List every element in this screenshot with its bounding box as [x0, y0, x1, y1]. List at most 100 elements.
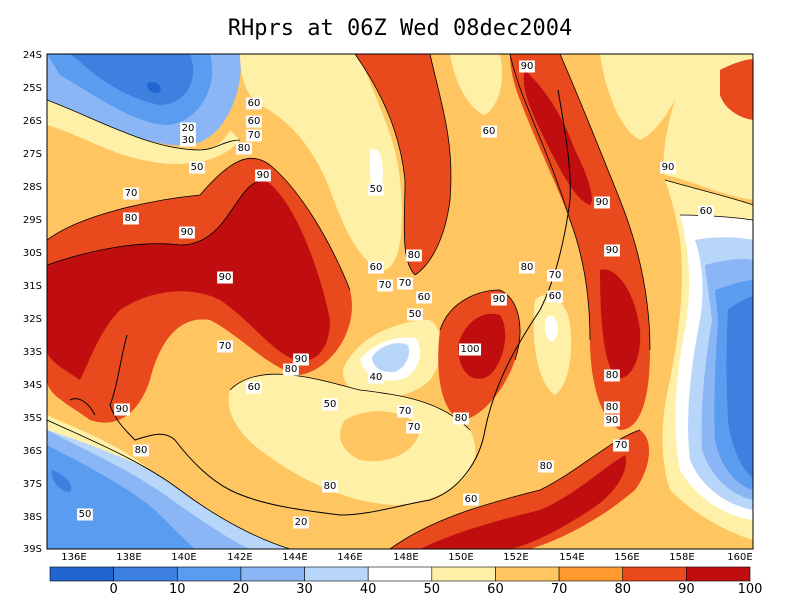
- colorbar-label: 10: [169, 582, 186, 597]
- colorbar-labels: 0 10 20 30 40 50 60 70 80 90 100: [109, 582, 762, 597]
- contour-label: 70: [125, 188, 138, 199]
- contour-label-bg: [246, 381, 262, 394]
- lat-label: 35S: [23, 413, 42, 424]
- lat-label: 27S: [23, 149, 42, 160]
- contour-label: 80: [125, 213, 138, 224]
- lat-label: 30S: [23, 248, 42, 259]
- contour-label-bg: [604, 401, 620, 414]
- contour-value-labels: 20 30 50 60 60 70 80 90 70 80 90 90 50 6…: [77, 60, 714, 529]
- contour-label-bg: [698, 205, 714, 218]
- contour-label: 80: [238, 143, 251, 154]
- map-title: RHprs at 06Z Wed 08dec2004: [227, 16, 573, 41]
- lat-label: 31S: [23, 281, 42, 292]
- contour-label: 90: [116, 404, 129, 415]
- contour-label: 60: [248, 116, 261, 127]
- contour-label-bg: [377, 279, 393, 292]
- contour-label: 70: [379, 280, 392, 291]
- contour-label-bg: [246, 129, 262, 142]
- contour-label: 80: [606, 370, 619, 381]
- contour-label: 40: [370, 372, 383, 383]
- contour-label: 50: [191, 162, 204, 173]
- lat-label: 37S: [23, 479, 42, 490]
- contour-label-bg: [77, 508, 93, 521]
- contour-label: 60: [700, 206, 713, 217]
- lat-label: 26S: [23, 116, 42, 127]
- contour-label-bg: [406, 249, 422, 262]
- contour-label-bg: [217, 340, 233, 353]
- lat-label: 39S: [23, 544, 42, 555]
- contour-label-bg: [604, 369, 620, 382]
- contour-label-bg: [397, 405, 413, 418]
- contour-label-bg: [180, 134, 196, 147]
- contour-label-bg: [594, 196, 610, 209]
- contour-label-bg: [255, 169, 271, 182]
- contour-label: 70: [399, 278, 412, 289]
- contour-label-bg: [246, 97, 262, 110]
- colorbar-swatch: [367, 566, 433, 582]
- contour-label-bg: [519, 60, 535, 73]
- contour-label: 60: [370, 262, 383, 273]
- contour-fill-layer: [47, 54, 753, 549]
- contour-label-bg: [463, 493, 479, 506]
- contour-label: 90: [606, 415, 619, 426]
- lat-label: 29S: [23, 215, 42, 226]
- contour-label-bg: [660, 161, 676, 174]
- contour-label: 30: [182, 135, 195, 146]
- contour-label: 90: [596, 197, 609, 208]
- colorbar-label: 80: [614, 582, 631, 597]
- contour-label: 80: [455, 413, 468, 424]
- lon-label: 144E: [282, 552, 307, 563]
- colorbar-swatch: [176, 566, 242, 582]
- contour-label-bg: [283, 363, 299, 376]
- lat-label: 25S: [23, 83, 42, 94]
- contour-label-bg: [416, 291, 432, 304]
- plot-frame: [46, 53, 754, 550]
- contour-label-bg: [368, 261, 384, 274]
- lon-label: 156E: [614, 552, 639, 563]
- contour-label: 80: [408, 250, 421, 261]
- colorbar-label: 40: [360, 582, 377, 597]
- contour-label: 50: [324, 399, 337, 410]
- contour-label-bg: [397, 277, 413, 290]
- contour-label-bg: [458, 343, 482, 356]
- contour-label-bg: [189, 161, 205, 174]
- colorbar-swatches: [49, 566, 751, 582]
- contour-label: 90: [181, 227, 194, 238]
- contour-label: 20: [182, 123, 195, 134]
- contour-label-bg: [322, 480, 338, 493]
- contour-label: 70: [248, 130, 261, 141]
- coastline: [69, 89, 571, 516]
- contour-label: 50: [409, 309, 422, 320]
- lon-label: 154E: [559, 552, 584, 563]
- contour-label: 80: [285, 364, 298, 375]
- contour-label-bg: [519, 261, 535, 274]
- lon-label: 148E: [393, 552, 418, 563]
- contour-label-bg: [133, 444, 149, 457]
- contour-label-bg: [538, 460, 554, 473]
- colorbar-swatch: [49, 566, 114, 582]
- lon-label: 150E: [448, 552, 473, 563]
- colorbar-label: 50: [424, 582, 441, 597]
- contour-label: 100: [460, 344, 479, 355]
- contour-label: 60: [549, 291, 562, 302]
- contour-label-bg: [547, 269, 563, 282]
- contour-label-bg: [406, 421, 422, 434]
- contour-label-bg: [368, 371, 384, 384]
- contour-label-bg: [322, 398, 338, 411]
- contour-label-bg: [123, 212, 139, 225]
- contour-label: 90: [219, 272, 232, 283]
- contour-label-bg: [604, 414, 620, 427]
- lon-label: 138E: [116, 552, 141, 563]
- colorbar-label: 20: [233, 582, 250, 597]
- contour-label-bg: [123, 187, 139, 200]
- contour-label: 70: [399, 406, 412, 417]
- contour-label-bg: [236, 142, 252, 155]
- contour-label: 80: [324, 481, 337, 492]
- contour-label: 80: [540, 461, 553, 472]
- colorbar-swatch: [686, 566, 751, 582]
- lon-label: 146E: [337, 552, 362, 563]
- contour-lines: [47, 54, 753, 549]
- contour-label: 20: [295, 517, 308, 528]
- contour-label-bg: [453, 412, 469, 425]
